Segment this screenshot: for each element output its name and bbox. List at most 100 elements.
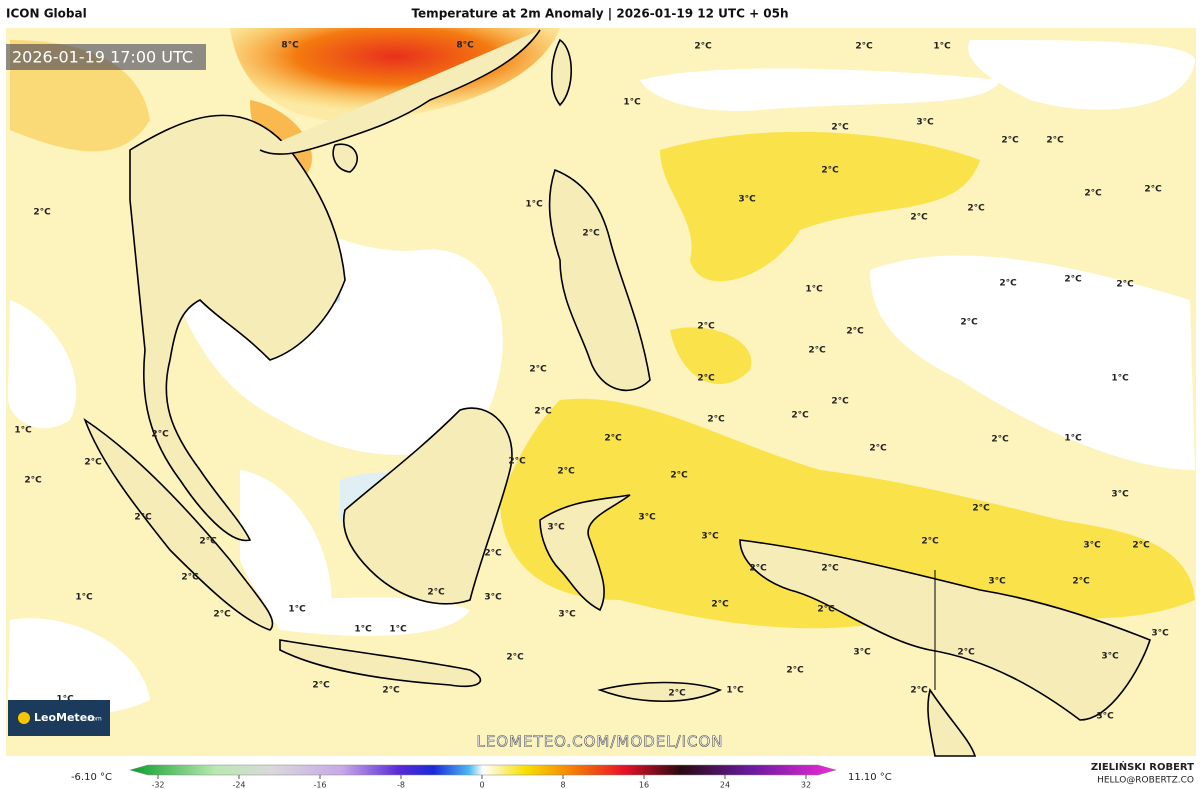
- contour-label: 2°C: [1144, 185, 1162, 195]
- contour-label: 2°C: [1084, 189, 1102, 199]
- contour-label: 1°C: [623, 98, 641, 108]
- contour-label: 3°C: [701, 532, 719, 542]
- contour-label: 2°C: [582, 229, 600, 239]
- contour-label: 2°C: [697, 322, 715, 332]
- contour-label: 2°C: [1116, 280, 1134, 290]
- contour-label: 2°C: [808, 346, 826, 356]
- contour-label: 2°C: [1064, 275, 1082, 285]
- contour-label: 2°C: [427, 588, 445, 598]
- contour-label: 2°C: [831, 397, 849, 407]
- contour-label: 2°C: [529, 365, 547, 375]
- contour-label: 1°C: [354, 625, 372, 635]
- contour-label: 2°C: [972, 504, 990, 514]
- contour-label: 3°C: [1096, 712, 1114, 722]
- watermark: LEOMETEO.COM/MODEL/ICON: [476, 733, 723, 751]
- contour-label: 2°C: [213, 610, 231, 620]
- contour-label: 3°C: [558, 610, 576, 620]
- contour-label: 2°C: [484, 549, 502, 559]
- contour-label: 3°C: [1083, 541, 1101, 551]
- author-name: ZIELIŃSKI ROBERT: [1091, 760, 1194, 773]
- contour-label: 1°C: [389, 625, 407, 635]
- colorbar-ticks: -32 -24 -16 -8 0 8 16 24 32: [151, 775, 811, 789]
- contour-label: 2°C: [821, 166, 839, 176]
- timestamp: 2026-01-19 17:00 UTC: [12, 48, 193, 67]
- colorbar-tick-label: 0: [479, 781, 484, 789]
- colorbar-tick-label: 8: [560, 781, 565, 789]
- contour-label: 3°C: [638, 513, 656, 523]
- contour-label: 2°C: [670, 471, 688, 481]
- contour-label: 2°C: [134, 513, 152, 523]
- contour-label: 2°C: [199, 537, 217, 547]
- contour-label: 3°C: [547, 523, 565, 533]
- contour-label: 3°C: [1101, 652, 1119, 662]
- contour-label: 8°C: [456, 41, 474, 51]
- logo-suffix: .com: [87, 716, 102, 723]
- contour-label: 2°C: [957, 648, 975, 658]
- contour-label: 2°C: [711, 600, 729, 610]
- map-title: Temperature at 2m Anomaly | 2026-01-19 1…: [411, 7, 788, 21]
- contour-label: 2°C: [817, 605, 835, 615]
- contour-label: 2°C: [33, 208, 51, 218]
- contour-label: 1°C: [1064, 434, 1082, 444]
- contour-label: 1°C: [288, 605, 306, 615]
- contour-label: 2°C: [707, 415, 725, 425]
- contour-label: 1°C: [1111, 374, 1129, 384]
- colorbar-tick-label: -8: [397, 781, 405, 789]
- contour-label: 3°C: [738, 195, 756, 205]
- contour-label: 2°C: [821, 564, 839, 574]
- contour-label: 3°C: [916, 118, 934, 128]
- author-email: HELLO@ROBERTZ.CO: [1097, 776, 1194, 786]
- contour-label: 2°C: [791, 411, 809, 421]
- contour-label: 2°C: [921, 537, 939, 547]
- colorbar-tick-label: -24: [232, 781, 245, 789]
- contour-label: 1°C: [805, 285, 823, 295]
- contour-label: 2°C: [960, 318, 978, 328]
- contour-label: 2°C: [508, 457, 526, 467]
- contour-label: 1°C: [14, 426, 32, 436]
- logo-name: LeoMeteo: [34, 711, 95, 724]
- logo-icon: [18, 712, 30, 724]
- contour-label: 1°C: [56, 695, 74, 705]
- contour-labels: 8°C 8°C 2°C 2°C 1°C 1°C 3°C 2°C 2°C 2°C 2°C 2°C 2°C 3…: [14, 41, 1169, 722]
- contour-label: 2°C: [991, 435, 1009, 445]
- contour-label: 3°C: [853, 648, 871, 658]
- colorbar-tick-label: 16: [639, 781, 649, 789]
- contour-label: 2°C: [151, 430, 169, 440]
- contour-label: 2°C: [831, 123, 849, 133]
- contour-label: 1°C: [933, 42, 951, 52]
- contour-label: 2°C: [855, 42, 873, 52]
- contour-label: 2°C: [846, 327, 864, 337]
- colorbar-tick-label: -32: [151, 781, 164, 789]
- contour-label: 2°C: [534, 407, 552, 417]
- model-name: ICON Global: [6, 7, 87, 21]
- land-outlines: [83, 29, 1151, 757]
- contour-label: 3°C: [1151, 629, 1169, 639]
- colorbar-tick-label: 32: [801, 781, 811, 789]
- contour-label: 2°C: [24, 476, 42, 486]
- contour-label: 2°C: [1046, 136, 1064, 146]
- contour-label: 3°C: [988, 577, 1006, 587]
- contour-label: 2°C: [604, 434, 622, 444]
- contour-label: 2°C: [967, 204, 985, 214]
- contour-label: 2°C: [668, 689, 686, 699]
- contour-label: 2°C: [694, 42, 712, 52]
- timestamp-box: [6, 44, 206, 70]
- contour-label: 3°C: [484, 593, 502, 603]
- contour-label: 1°C: [75, 593, 93, 603]
- contour-label: 2°C: [506, 653, 524, 663]
- contour-label: 2°C: [557, 467, 575, 477]
- contour-label: 2°C: [1072, 577, 1090, 587]
- contour-label: 2°C: [382, 686, 400, 696]
- contour-label: 1°C: [726, 686, 744, 696]
- contour-label: 2°C: [84, 458, 102, 468]
- contour-label: 3°C: [1111, 490, 1129, 500]
- contour-label: 2°C: [312, 681, 330, 691]
- contour-label: 2°C: [910, 686, 928, 696]
- colorbar-max: 11.10 °C: [848, 772, 892, 783]
- contour-label: 2°C: [749, 564, 767, 574]
- colorbar: [129, 764, 837, 776]
- contour-label: 2°C: [999, 279, 1017, 289]
- contour-label: 2°C: [1001, 136, 1019, 146]
